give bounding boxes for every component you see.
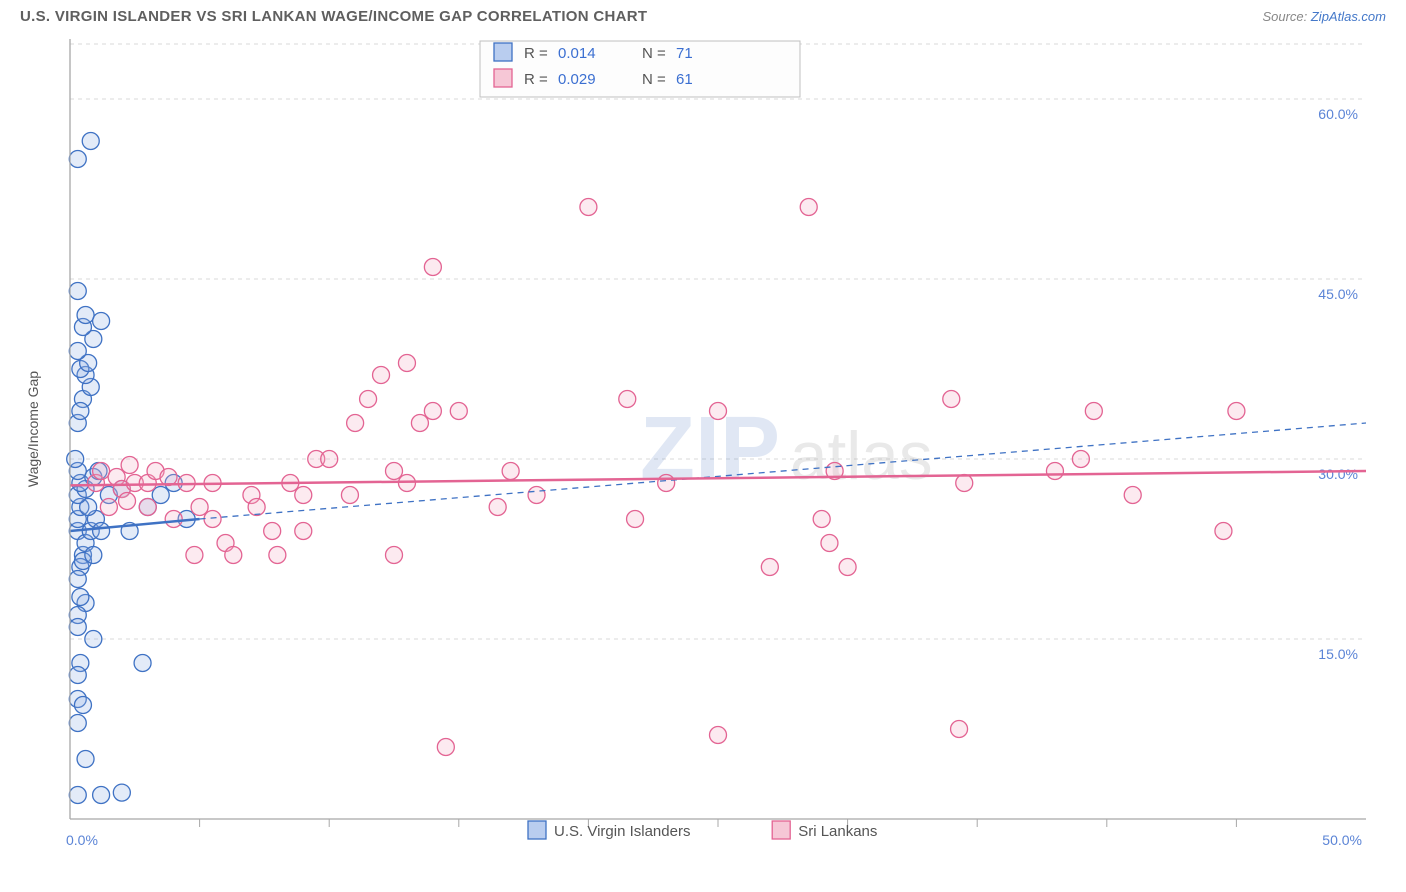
scatter-plot: 15.0%30.0%45.0%60.0%ZIPatlas0.0%50.0%Wag…	[20, 29, 1386, 869]
svg-text:N =: N =	[642, 71, 666, 88]
svg-text:0.029: 0.029	[558, 71, 596, 88]
chart-header: U.S. VIRGIN ISLANDER VS SRI LANKAN WAGE/…	[0, 0, 1406, 29]
chart-title: U.S. VIRGIN ISLANDER VS SRI LANKAN WAGE/…	[20, 8, 647, 25]
svg-text:15.0%: 15.0%	[1318, 646, 1358, 662]
svg-text:Wage/Income Gap: Wage/Income Gap	[25, 371, 41, 487]
chart-wrap: 15.0%30.0%45.0%60.0%ZIPatlas0.0%50.0%Wag…	[20, 29, 1386, 869]
svg-text:R =: R =	[524, 71, 548, 88]
svg-text:U.S. Virgin Islanders: U.S. Virgin Islanders	[554, 823, 690, 840]
chart-source: Source: ZipAtlas.com	[1262, 9, 1386, 24]
svg-text:30.0%: 30.0%	[1318, 466, 1358, 482]
svg-text:60.0%: 60.0%	[1318, 106, 1358, 122]
svg-text:50.0%: 50.0%	[1322, 832, 1362, 848]
svg-text:atlas: atlas	[790, 419, 933, 494]
svg-text:N =: N =	[642, 45, 666, 62]
source-link[interactable]: ZipAtlas.com	[1311, 9, 1386, 24]
svg-text:R =: R =	[524, 45, 548, 62]
svg-text:71: 71	[676, 45, 693, 62]
svg-text:0.0%: 0.0%	[66, 832, 98, 848]
svg-text:61: 61	[676, 71, 693, 88]
svg-text:45.0%: 45.0%	[1318, 286, 1358, 302]
svg-text:0.014: 0.014	[558, 45, 596, 62]
source-prefix: Source:	[1262, 9, 1310, 24]
svg-text:Sri Lankans: Sri Lankans	[798, 823, 877, 840]
